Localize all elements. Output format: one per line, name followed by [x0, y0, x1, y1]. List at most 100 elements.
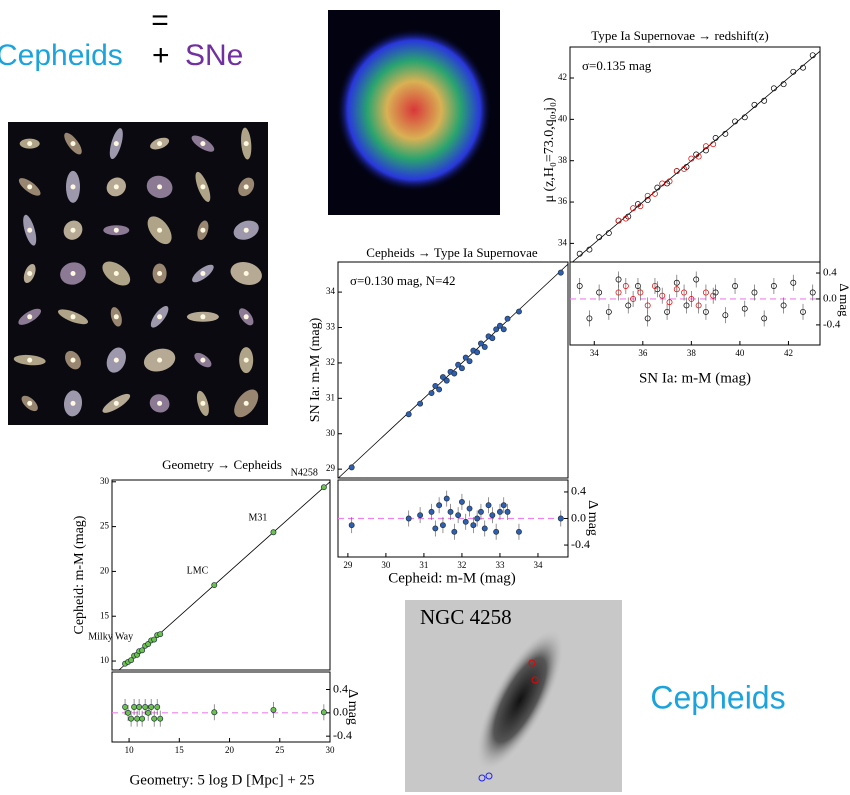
galaxy-core: [27, 184, 32, 189]
residual-point: [452, 529, 457, 534]
x-tick-label: 30: [381, 560, 391, 570]
y-tick-label: 34: [326, 286, 336, 296]
plot-frame: [112, 480, 330, 670]
galaxy-core: [27, 271, 32, 276]
residual-point: [475, 516, 480, 521]
galaxy-core: [200, 271, 205, 276]
residual-tick-label: 0.4: [571, 484, 586, 498]
residual-point: [444, 496, 449, 501]
galaxy-core: [157, 184, 162, 189]
point-label: M31: [249, 513, 268, 524]
residual-point: [516, 529, 521, 534]
galaxy-mosaic: [8, 122, 268, 425]
y-axis-label: μ (z,H₀=73.0,q₀,j₀): [542, 97, 557, 202]
y-tick-label: 29: [326, 463, 336, 473]
x-tick-label: 38: [687, 348, 697, 358]
galaxy-core: [244, 401, 249, 406]
galaxy-core: [157, 401, 162, 406]
x-tick-label: 29: [343, 560, 353, 570]
cepheids-text: Cepheids: [0, 39, 123, 72]
galaxy-core: [244, 228, 249, 233]
residual-tick-label: -0.4: [823, 318, 841, 330]
data-point: [452, 371, 457, 376]
residual-tick-label: -0.4: [571, 537, 590, 551]
residual-point: [429, 509, 434, 514]
y-tick-label: 36: [558, 196, 568, 206]
galaxy-core: [157, 271, 162, 276]
data-point: [418, 401, 423, 406]
plus-sign: +: [152, 39, 170, 72]
slide: = Cepheids + SNe NGC 4258 Cepheids Geome…: [0, 0, 850, 795]
galaxy-core: [71, 228, 76, 233]
residual-point: [486, 503, 491, 508]
data-point: [459, 366, 464, 371]
residual-point: [471, 523, 476, 528]
x-tick-label: 31: [419, 560, 428, 570]
residual-frame: [570, 262, 820, 345]
x-tick-label: 30: [326, 745, 336, 755]
galaxy-core: [200, 228, 205, 233]
residual-point: [482, 526, 487, 531]
ngc-label: NGC 4258: [420, 605, 512, 629]
residual-point: [158, 716, 163, 721]
residual-point: [132, 704, 137, 709]
residual-point: [418, 513, 423, 518]
chart-title: Cepheids → Type Ia Supernovae: [366, 245, 538, 260]
residual-point: [125, 710, 130, 715]
page: = Cepheids + SNe NGC 4258 Cepheids Geome…: [0, 0, 850, 795]
galaxy-core: [200, 401, 205, 406]
y-tick-label: 34: [558, 237, 568, 247]
y-tick-label: 25: [100, 521, 110, 531]
equals-sign: =: [151, 4, 169, 37]
data-point: [444, 378, 449, 383]
y-tick-label: 10: [100, 655, 110, 665]
data-point: [271, 530, 276, 535]
data-point: [406, 412, 411, 417]
x-tick-label: 25: [275, 745, 285, 755]
residual-point: [433, 526, 438, 531]
data-point: [158, 632, 163, 637]
residual-tick-label: 0.4: [333, 681, 348, 695]
x-tick-label: 40: [735, 348, 745, 358]
residual-point: [155, 704, 160, 709]
galaxy-core: [157, 141, 162, 146]
x-tick-label: 42: [784, 348, 793, 358]
residual-axis-label: Δ mag: [585, 500, 600, 536]
data-point: [475, 350, 480, 355]
galaxy-core: [157, 358, 162, 363]
galaxy-core: [244, 271, 249, 276]
residual-point: [406, 516, 411, 521]
residual-point: [122, 704, 127, 709]
x-tick-label: 33: [495, 560, 505, 570]
y-tick-label: 15: [100, 610, 110, 620]
plot-frame: [338, 262, 568, 478]
residual-point: [128, 716, 133, 721]
galaxy-core: [114, 314, 119, 319]
residual-point: [137, 704, 142, 709]
residual-point: [349, 523, 354, 528]
residual-point: [143, 704, 148, 709]
residual-point: [459, 499, 464, 504]
residual-point: [437, 503, 442, 508]
chart-title: Type Ia Supernovae → redshift(z): [591, 28, 768, 43]
galaxy-core: [114, 228, 119, 233]
galaxy-core: [114, 401, 119, 406]
point-label: Milky Way: [88, 631, 133, 642]
data-point: [212, 582, 217, 587]
point-label: N4258: [291, 467, 318, 478]
y-tick-label: 30: [100, 476, 110, 486]
annotation: σ=0.135 mag: [582, 58, 652, 73]
data-point: [437, 387, 442, 392]
residual-point: [456, 513, 461, 518]
residual-point: [271, 707, 276, 712]
galaxy-core: [244, 314, 249, 319]
plot-frame: [570, 47, 820, 262]
x-axis-label: Cepheid: m-M (mag): [388, 570, 515, 586]
data-point: [505, 316, 510, 321]
residual-point: [149, 704, 154, 709]
y-tick-label: 38: [558, 155, 568, 165]
y-tick-label: 42: [558, 72, 567, 82]
residual-point: [497, 509, 502, 514]
galaxy-core: [157, 228, 162, 233]
residual-point: [505, 509, 510, 514]
